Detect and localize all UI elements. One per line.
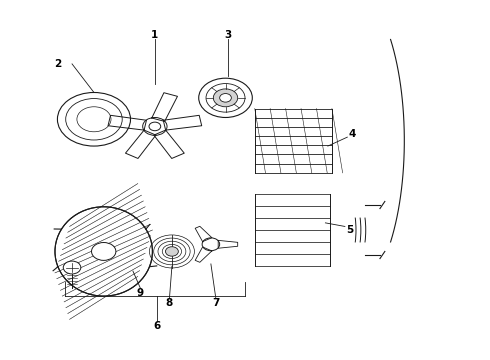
Ellipse shape xyxy=(55,207,152,296)
Polygon shape xyxy=(125,130,156,158)
Text: 1: 1 xyxy=(151,30,158,40)
Polygon shape xyxy=(108,115,147,130)
Text: 9: 9 xyxy=(137,288,144,297)
Text: 6: 6 xyxy=(154,321,161,332)
Circle shape xyxy=(199,78,252,117)
Polygon shape xyxy=(195,247,212,262)
Polygon shape xyxy=(154,130,184,158)
Text: 8: 8 xyxy=(166,298,173,308)
Circle shape xyxy=(63,261,81,274)
Text: 5: 5 xyxy=(346,225,353,235)
Circle shape xyxy=(143,117,167,135)
Text: 7: 7 xyxy=(212,298,220,308)
Circle shape xyxy=(213,89,238,107)
Circle shape xyxy=(57,93,130,146)
Polygon shape xyxy=(163,115,202,130)
Circle shape xyxy=(92,243,116,260)
Text: 3: 3 xyxy=(224,30,232,40)
Polygon shape xyxy=(195,226,212,242)
Circle shape xyxy=(166,247,178,256)
Polygon shape xyxy=(152,93,177,121)
Text: 4: 4 xyxy=(348,129,356,139)
Circle shape xyxy=(202,238,220,251)
Polygon shape xyxy=(218,240,238,248)
Text: 2: 2 xyxy=(54,59,61,69)
Circle shape xyxy=(220,94,231,102)
